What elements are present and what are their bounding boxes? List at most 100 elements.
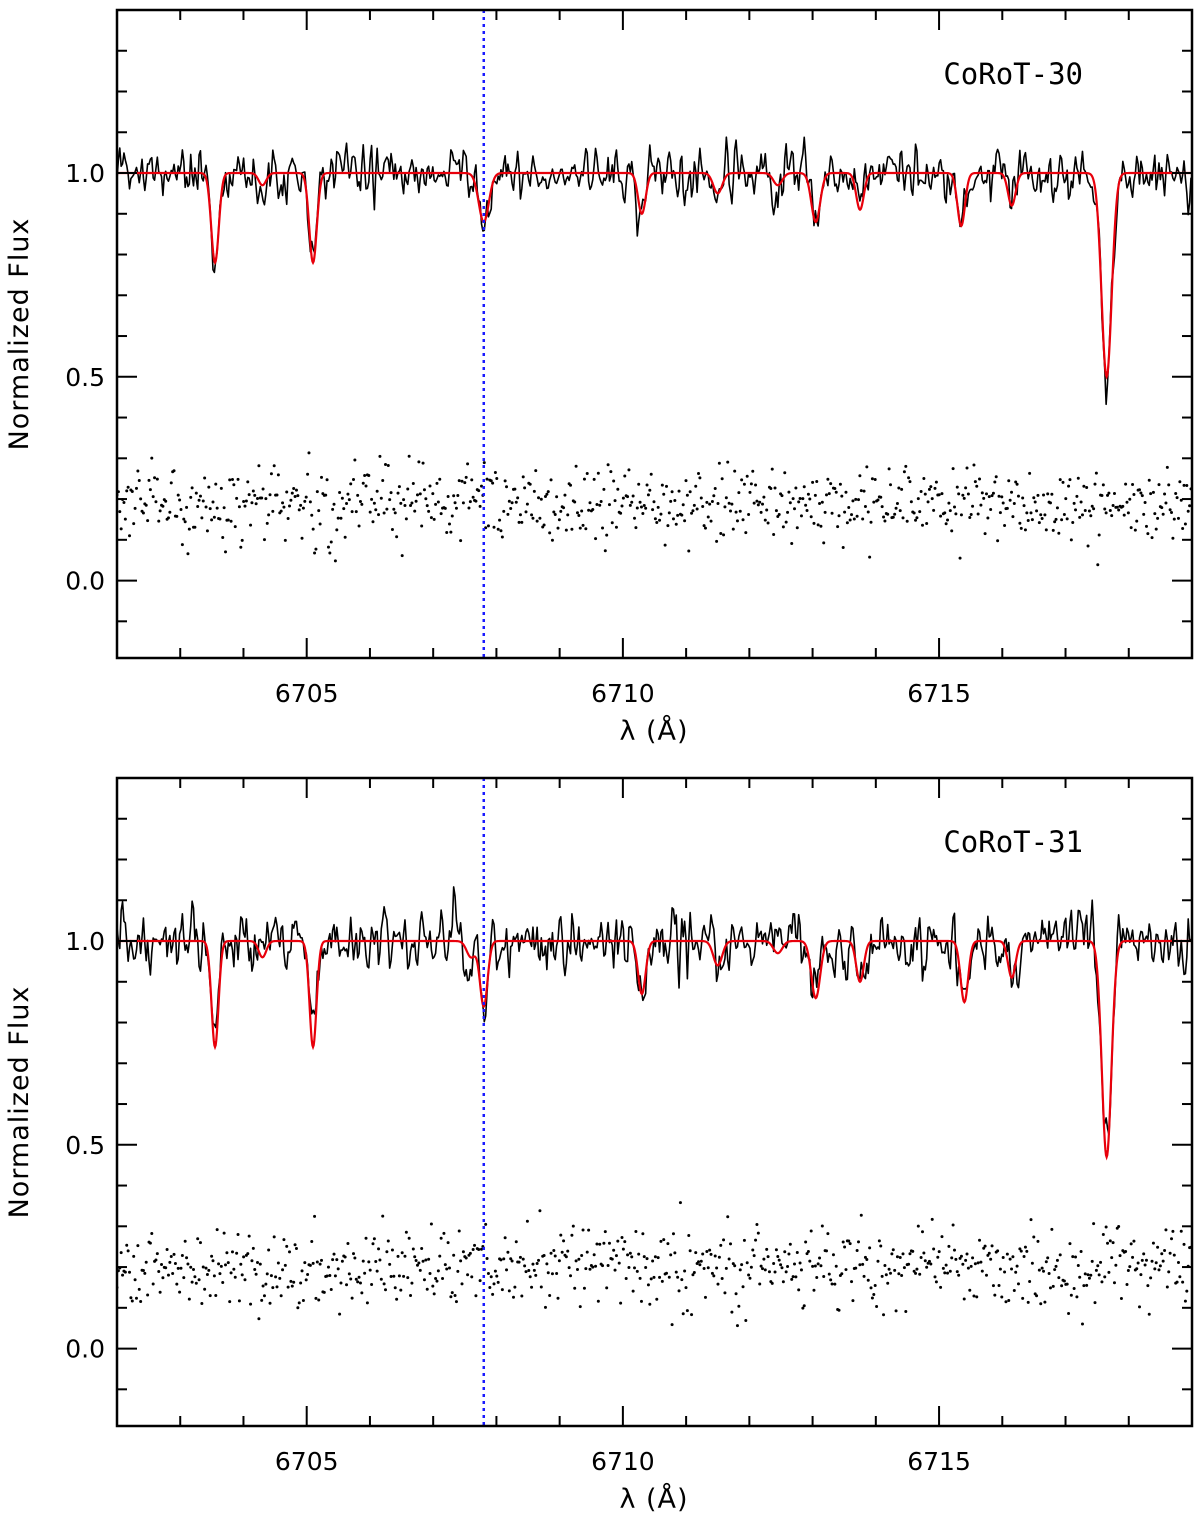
residual-point	[948, 1269, 952, 1273]
residual-point	[217, 1262, 221, 1266]
residual-point	[934, 1280, 938, 1284]
residual-point	[226, 518, 230, 522]
residual-point	[984, 1273, 988, 1277]
residual-point	[1175, 496, 1179, 500]
residual-point	[471, 1247, 475, 1251]
residual-point	[933, 1275, 937, 1279]
residual-point	[1003, 1270, 1007, 1274]
residual-point	[432, 517, 436, 521]
residual-point	[1036, 493, 1040, 497]
residual-point	[123, 517, 127, 521]
residual-point	[901, 516, 905, 520]
residual-point	[1026, 1300, 1030, 1304]
residual-point	[402, 1274, 406, 1278]
residual-point	[609, 470, 613, 474]
residual-point	[251, 1246, 255, 1250]
residual-point	[1085, 485, 1089, 489]
residual-point	[1179, 1229, 1183, 1233]
residual-point	[1029, 1218, 1033, 1222]
residual-point	[862, 1274, 866, 1278]
residual-point	[256, 497, 260, 500]
residual-point	[826, 477, 830, 481]
residual-point	[1071, 1255, 1075, 1259]
residual-point	[528, 1275, 532, 1279]
residual-point	[702, 1266, 706, 1270]
residual-point	[749, 482, 753, 486]
residual-point	[1030, 1261, 1034, 1265]
residual-point	[837, 1308, 841, 1312]
residual-point	[397, 485, 401, 489]
residual-point	[901, 1252, 905, 1256]
residual-point	[212, 1274, 216, 1278]
residual-point	[1143, 501, 1147, 505]
residual-point	[777, 1258, 781, 1262]
model-spectrum-line	[117, 939, 1192, 1161]
residual-point	[466, 462, 470, 466]
residual-point	[289, 1279, 293, 1283]
residual-point	[905, 519, 909, 523]
residual-point	[620, 1236, 624, 1240]
residual-point	[829, 1278, 833, 1282]
residual-point	[1010, 1267, 1014, 1271]
residual-point	[767, 1270, 771, 1274]
residual-point	[1079, 500, 1083, 504]
residual-point	[599, 500, 603, 504]
residual-point	[126, 485, 130, 489]
residual-point	[282, 505, 286, 509]
residual-point	[345, 501, 349, 505]
residual-point	[256, 1260, 260, 1264]
residual-point	[699, 1259, 703, 1263]
residual-point	[314, 1296, 318, 1300]
residual-point	[813, 1264, 817, 1268]
residual-point	[1175, 1280, 1179, 1284]
residual-point	[372, 501, 376, 505]
residual-point	[1000, 495, 1004, 499]
residual-point	[734, 1292, 738, 1296]
residual-point	[1108, 509, 1112, 512]
residual-point	[1149, 492, 1153, 496]
residual-point	[198, 494, 202, 498]
residual-point	[799, 514, 803, 518]
data-layer	[117, 778, 1192, 1426]
plot-area	[117, 778, 1192, 1426]
residual-point	[370, 1282, 374, 1286]
residual-point	[772, 1261, 776, 1265]
residual-point	[1089, 1273, 1093, 1277]
residual-point	[189, 1265, 193, 1269]
residual-point	[538, 516, 542, 520]
residual-point	[781, 1280, 785, 1284]
residual-point	[628, 503, 632, 507]
residual-point	[388, 1262, 392, 1266]
residual-point	[806, 492, 810, 496]
residual-point	[141, 1268, 145, 1272]
residual-point	[311, 527, 315, 531]
residual-point	[858, 474, 862, 478]
residual-point	[959, 1254, 963, 1258]
residual-point	[389, 491, 393, 495]
residual-point	[1051, 1284, 1055, 1288]
residual-point	[200, 1301, 204, 1305]
residual-point	[891, 515, 895, 519]
residual-point	[477, 489, 481, 493]
residual-point	[269, 472, 273, 476]
residual-point	[638, 1276, 642, 1280]
residual-point	[925, 521, 929, 525]
residual-point	[584, 527, 588, 531]
residual-point	[667, 1275, 671, 1279]
residual-point	[496, 527, 500, 531]
residual-point	[876, 1259, 880, 1263]
residual-point	[352, 478, 355, 482]
residual-point	[464, 475, 468, 479]
residual-point	[991, 491, 995, 495]
residual-point	[823, 510, 827, 514]
residual-point	[420, 524, 424, 528]
residual-point	[557, 1259, 561, 1263]
residual-point	[548, 531, 552, 535]
residual-point	[251, 489, 255, 493]
residual-point	[478, 1279, 482, 1283]
residual-point	[260, 496, 264, 500]
residual-point	[392, 507, 396, 511]
residual-point	[671, 1232, 675, 1236]
residual-point	[1022, 1254, 1026, 1258]
residual-point	[506, 512, 510, 516]
